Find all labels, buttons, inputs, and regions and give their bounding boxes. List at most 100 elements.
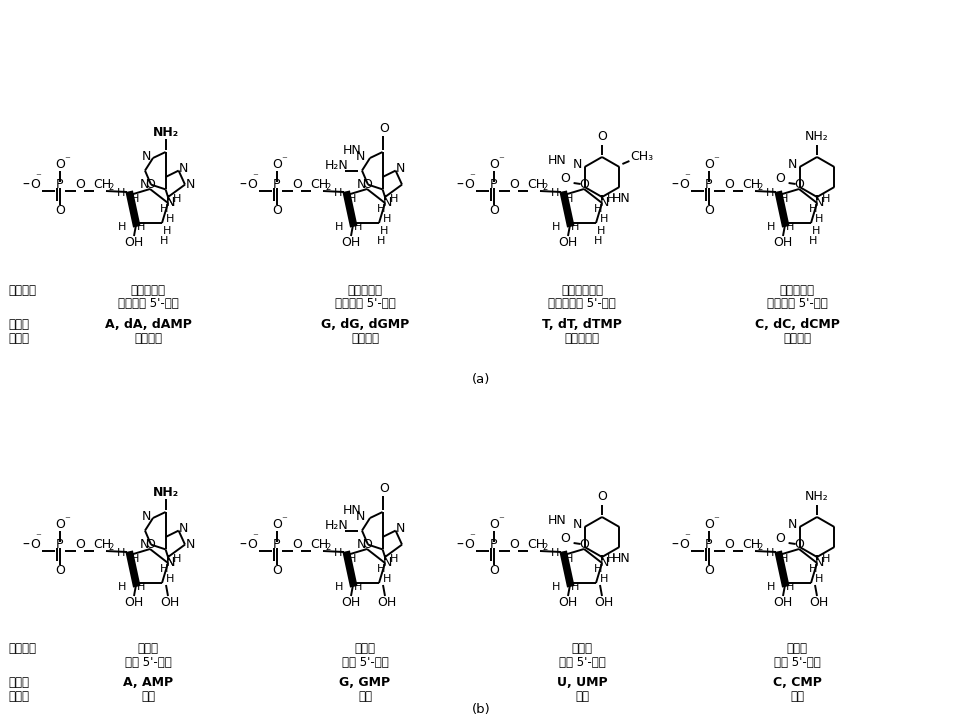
Text: ⁻: ⁻	[35, 532, 41, 542]
Text: –: –	[456, 538, 463, 552]
Text: C, dC, dCMP: C, dC, dCMP	[753, 319, 839, 332]
Text: 脱氧腺苷酸: 脱氧腺苷酸	[131, 285, 165, 298]
Text: H: H	[162, 226, 171, 236]
Text: OH: OH	[377, 596, 396, 609]
Text: H₂N: H₂N	[325, 519, 349, 532]
Text: H: H	[552, 582, 559, 592]
Text: N: N	[573, 159, 581, 172]
Text: O: O	[508, 179, 518, 192]
Text: H: H	[136, 582, 145, 592]
Text: ⁻: ⁻	[498, 515, 504, 525]
Text: H: H	[596, 226, 604, 236]
Text: N: N	[356, 178, 365, 191]
Text: 胞苷 5'-磷酸: 胞苷 5'-磷酸	[773, 655, 820, 668]
Text: H: H	[116, 188, 125, 198]
Text: H: H	[377, 204, 384, 214]
Text: (a): (a)	[471, 373, 490, 386]
Text: O: O	[247, 179, 257, 192]
Text: O: O	[488, 565, 499, 578]
Text: H: H	[160, 236, 168, 246]
Text: 2: 2	[756, 544, 762, 552]
Text: 鸟苷: 鸟苷	[357, 691, 372, 704]
Text: H: H	[779, 554, 787, 564]
Text: 脱氧鸟苷: 脱氧鸟苷	[351, 332, 379, 345]
Text: N: N	[787, 159, 797, 172]
Text: ⁻: ⁻	[469, 532, 475, 542]
Text: O: O	[55, 205, 65, 218]
Text: N: N	[165, 555, 175, 568]
Text: OH: OH	[557, 596, 577, 609]
Text: P: P	[490, 539, 497, 552]
Text: N: N	[382, 557, 391, 570]
Text: N: N	[355, 510, 364, 523]
Text: H: H	[600, 574, 607, 584]
Text: N: N	[356, 538, 365, 551]
Text: O: O	[488, 518, 499, 531]
Text: OH: OH	[124, 596, 143, 609]
Text: H: H	[117, 582, 126, 592]
Text: O: O	[560, 531, 570, 544]
Text: –: –	[22, 538, 30, 552]
Text: H: H	[160, 564, 168, 574]
Text: CH₃: CH₃	[629, 151, 653, 164]
Text: HN: HN	[547, 515, 566, 528]
Text: ⁻: ⁻	[683, 532, 689, 542]
Text: 脱氧鸟苷酸: 脱氧鸟苷酸	[347, 285, 382, 298]
Text: 脱氧胸腺苷: 脱氧胸腺苷	[564, 332, 599, 345]
Text: H: H	[785, 222, 794, 232]
Text: H: H	[593, 564, 602, 574]
Text: O: O	[488, 205, 499, 218]
Text: O: O	[361, 537, 372, 551]
Text: 2: 2	[756, 184, 762, 193]
Text: O: O	[55, 157, 65, 170]
Text: G, GMP: G, GMP	[339, 676, 390, 689]
Text: ⁻: ⁻	[498, 155, 504, 165]
Text: O: O	[292, 179, 302, 192]
Text: 代号：: 代号：	[8, 319, 29, 332]
Text: ⁻: ⁻	[252, 172, 258, 182]
Text: ⁻: ⁻	[64, 515, 70, 525]
Text: N: N	[573, 518, 581, 531]
Text: N: N	[179, 162, 188, 175]
Text: O: O	[703, 157, 713, 170]
Text: 核苷：: 核苷：	[8, 691, 29, 704]
Text: O: O	[775, 172, 785, 185]
Text: O: O	[272, 518, 282, 531]
Text: 2: 2	[542, 184, 547, 193]
Text: H: H	[765, 188, 774, 198]
Text: N: N	[787, 518, 797, 531]
Text: OH: OH	[594, 596, 613, 609]
Text: 尿苷 5'-磷酸: 尿苷 5'-磷酸	[558, 655, 604, 668]
Text: H: H	[173, 194, 181, 204]
Text: P: P	[704, 539, 712, 552]
Text: O: O	[145, 537, 155, 551]
Text: HN: HN	[342, 505, 361, 518]
Text: ⁻: ⁻	[281, 515, 286, 525]
Text: 核苷酸：: 核苷酸：	[8, 642, 36, 655]
Text: H: H	[564, 194, 573, 204]
Text: N: N	[165, 195, 175, 208]
Text: 脱氧胸腺苷酸: 脱氧胸腺苷酸	[560, 285, 603, 298]
Text: H: H	[348, 194, 356, 204]
Text: –: –	[239, 178, 246, 192]
Text: HN: HN	[342, 144, 361, 157]
Text: P: P	[704, 179, 712, 192]
Text: O: O	[55, 565, 65, 578]
Text: H: H	[380, 226, 388, 236]
Text: NH₂: NH₂	[153, 485, 179, 498]
Text: H: H	[389, 194, 398, 204]
Text: 胞苷酸: 胞苷酸	[786, 642, 806, 655]
Text: P: P	[56, 179, 63, 192]
Text: CH: CH	[309, 179, 328, 192]
Text: 脱氧胞苷 5'-磷酸: 脱氧胞苷 5'-磷酸	[766, 298, 826, 311]
Text: H: H	[600, 214, 607, 224]
Text: H: H	[593, 236, 602, 246]
Text: ⁻: ⁻	[35, 172, 41, 182]
Text: P: P	[56, 539, 63, 552]
Text: ⁻: ⁻	[712, 155, 718, 165]
Text: 脱氧胞苷: 脱氧胞苷	[782, 332, 810, 345]
Text: HN: HN	[611, 552, 630, 565]
Text: P: P	[490, 179, 497, 192]
Text: 鸟苷酸: 鸟苷酸	[355, 642, 375, 655]
Text: H: H	[606, 554, 614, 564]
